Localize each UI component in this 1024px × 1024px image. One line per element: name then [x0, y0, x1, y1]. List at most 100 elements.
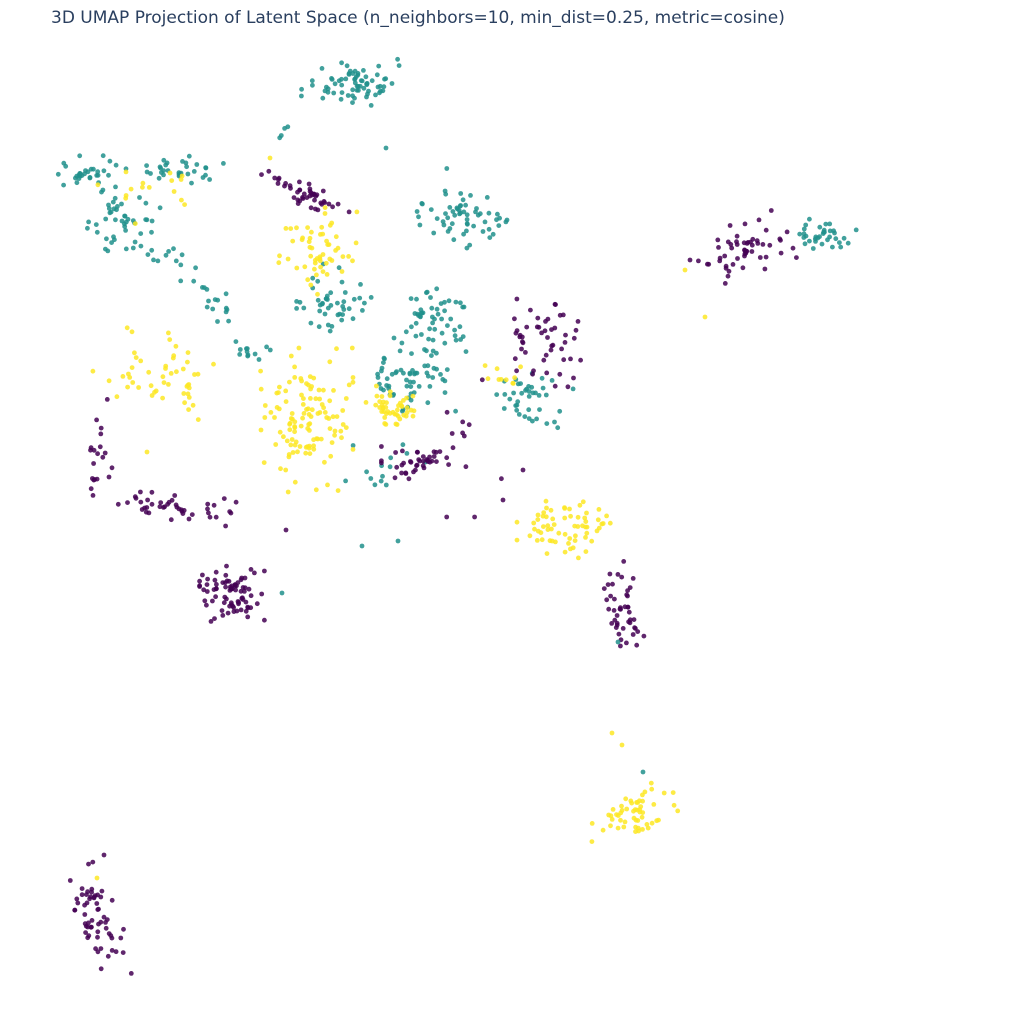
data-point-teal[interactable] — [358, 282, 363, 287]
data-point-purple[interactable] — [534, 324, 540, 330]
data-point-teal[interactable] — [389, 81, 395, 86]
data-point-teal[interactable] — [215, 297, 221, 303]
data-point-teal[interactable] — [122, 224, 128, 230]
data-point-teal[interactable] — [464, 221, 470, 227]
data-point-purple[interactable] — [722, 281, 728, 286]
data-point-teal[interactable] — [447, 205, 453, 210]
data-point-purple[interactable] — [86, 861, 91, 867]
data-point-purple[interactable] — [295, 197, 301, 203]
data-point-yellow[interactable] — [410, 393, 416, 399]
data-point-teal[interactable] — [365, 91, 370, 97]
data-point-yellow[interactable] — [195, 371, 201, 377]
data-point-teal[interactable] — [350, 87, 356, 93]
data-point-purple[interactable] — [102, 450, 108, 456]
data-point-yellow[interactable] — [311, 443, 316, 449]
data-point-yellow[interactable] — [267, 155, 273, 161]
data-point-purple[interactable] — [414, 463, 419, 469]
data-point-teal[interactable] — [464, 245, 470, 251]
data-point-yellow[interactable] — [410, 413, 416, 419]
data-point-yellow[interactable] — [185, 359, 190, 365]
data-point-teal[interactable] — [339, 317, 345, 323]
data-point-purple[interactable] — [472, 514, 477, 520]
data-point-yellow[interactable] — [304, 407, 309, 412]
data-point-teal[interactable] — [384, 383, 389, 388]
data-point-yellow[interactable] — [599, 521, 605, 527]
data-point-teal[interactable] — [487, 235, 493, 241]
data-point-teal[interactable] — [148, 171, 153, 176]
data-point-purple[interactable] — [571, 335, 577, 341]
data-point-teal[interactable] — [429, 353, 434, 358]
data-point-teal[interactable] — [442, 308, 447, 314]
data-point-yellow[interactable] — [374, 393, 380, 399]
data-point-yellow[interactable] — [485, 376, 491, 382]
data-point-purple[interactable] — [544, 370, 550, 376]
data-point-teal[interactable] — [335, 300, 340, 306]
data-point-yellow[interactable] — [288, 353, 294, 359]
data-point-teal[interactable] — [425, 400, 431, 406]
data-point-teal[interactable] — [827, 234, 832, 240]
data-point-teal[interactable] — [324, 296, 329, 302]
data-point-purple[interactable] — [83, 930, 88, 935]
data-point-teal[interactable] — [464, 228, 469, 234]
data-point-purple[interactable] — [520, 467, 526, 473]
data-point-yellow[interactable] — [604, 513, 609, 519]
data-point-teal[interactable] — [163, 162, 169, 168]
data-point-teal[interactable] — [458, 300, 463, 306]
data-point-teal[interactable] — [233, 339, 239, 344]
data-point-teal[interactable] — [189, 180, 194, 186]
data-point-yellow[interactable] — [289, 437, 295, 442]
data-point-teal[interactable] — [194, 162, 200, 167]
data-point-yellow[interactable] — [299, 378, 304, 384]
data-point-teal[interactable] — [329, 324, 335, 329]
data-point-yellow[interactable] — [317, 396, 322, 402]
data-point-purple[interactable] — [120, 950, 126, 955]
data-point-teal[interactable] — [85, 225, 90, 231]
data-point-teal[interactable] — [838, 244, 844, 250]
data-point-teal[interactable] — [810, 246, 816, 251]
data-point-purple[interactable] — [734, 233, 740, 239]
data-point-purple[interactable] — [512, 356, 518, 362]
data-point-purple[interactable] — [205, 501, 211, 507]
data-point-teal[interactable] — [400, 442, 406, 448]
data-point-purple[interactable] — [259, 591, 265, 597]
data-point-yellow[interactable] — [532, 526, 537, 532]
data-point-teal[interactable] — [424, 370, 430, 376]
data-point-yellow[interactable] — [583, 519, 589, 524]
data-point-teal[interactable] — [444, 367, 450, 372]
data-point-purple[interactable] — [104, 917, 110, 922]
data-point-yellow[interactable] — [289, 411, 295, 416]
data-point-teal[interactable] — [555, 425, 561, 431]
data-point-teal[interactable] — [374, 72, 380, 78]
data-point-yellow[interactable] — [129, 329, 135, 335]
data-point-teal[interactable] — [110, 199, 116, 205]
data-point-teal[interactable] — [853, 227, 859, 233]
data-point-teal[interactable] — [94, 229, 100, 235]
data-point-yellow[interactable] — [670, 790, 676, 795]
data-point-purple[interactable] — [634, 642, 640, 648]
data-point-teal[interactable] — [451, 237, 457, 243]
data-point-yellow[interactable] — [167, 337, 173, 342]
data-point-purple[interactable] — [158, 500, 164, 505]
data-point-teal[interactable] — [422, 363, 428, 369]
data-point-yellow[interactable] — [297, 444, 303, 449]
data-point-teal[interactable] — [845, 240, 851, 246]
data-point-yellow[interactable] — [308, 396, 313, 401]
data-point-yellow[interactable] — [562, 531, 568, 537]
data-point-purple[interactable] — [98, 431, 104, 437]
data-point-yellow[interactable] — [314, 272, 319, 278]
data-point-teal[interactable] — [526, 407, 532, 413]
data-point-purple[interactable] — [768, 208, 774, 213]
data-point-yellow[interactable] — [106, 378, 112, 384]
data-point-purple[interactable] — [543, 352, 549, 358]
data-point-teal[interactable] — [108, 209, 114, 215]
data-point-teal[interactable] — [373, 92, 378, 98]
data-point-teal[interactable] — [145, 252, 151, 257]
data-point-purple[interactable] — [696, 258, 701, 264]
data-point-purple[interactable] — [213, 514, 219, 520]
data-point-teal[interactable] — [77, 171, 83, 176]
data-point-yellow[interactable] — [277, 384, 282, 390]
data-point-purple[interactable] — [514, 368, 519, 374]
data-point-yellow[interactable] — [318, 436, 324, 442]
data-point-purple[interactable] — [138, 499, 144, 505]
data-point-yellow[interactable] — [343, 396, 349, 401]
